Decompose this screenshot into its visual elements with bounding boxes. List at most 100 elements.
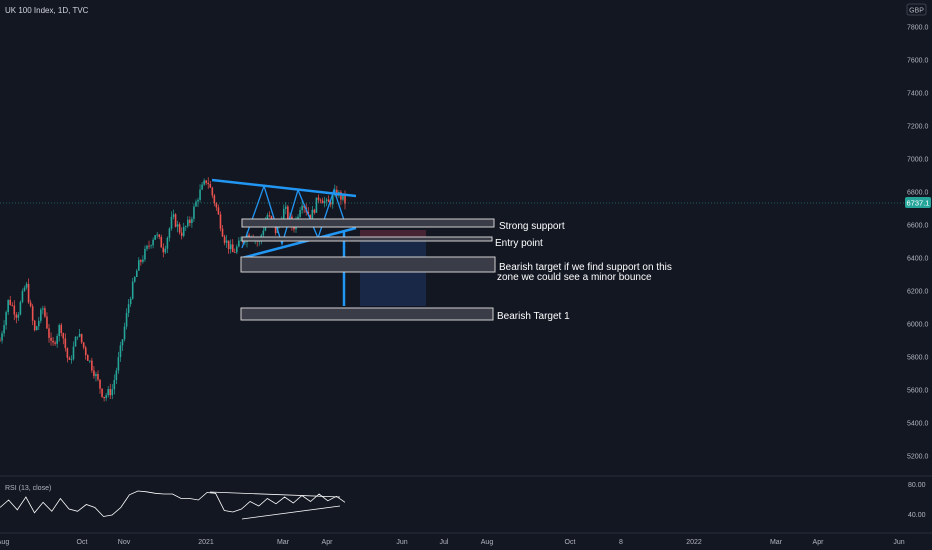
candle-body	[5, 312, 7, 326]
stop-loss-zone[interactable]	[360, 230, 426, 240]
rsi-pane[interactable]	[0, 490, 346, 517]
candle-body	[238, 240, 240, 247]
candle-body	[15, 314, 18, 318]
candle-body	[131, 281, 134, 299]
candle-body	[148, 245, 150, 247]
candle-body	[42, 308, 44, 310]
time-tick: 2021	[198, 539, 214, 546]
price-tick: 5800.0	[907, 355, 929, 362]
candle-body	[213, 195, 216, 204]
time-tick: Apr	[813, 539, 825, 546]
candle-body	[101, 388, 103, 397]
candle-body	[119, 345, 122, 358]
drawings[interactable]	[211, 178, 496, 321]
candle-body	[33, 320, 36, 331]
rsi-tick-40: 40.00	[908, 512, 926, 519]
candle-body	[205, 180, 207, 183]
rsi-label: RSI (13, close)	[5, 485, 51, 492]
candle-body	[89, 360, 91, 362]
entry-point-zone[interactable]	[241, 236, 493, 242]
candle-body	[9, 299, 12, 305]
strong-support-label: Strong support	[499, 221, 565, 232]
candle-body	[221, 228, 224, 237]
candle-body	[117, 357, 120, 371]
candle-body	[164, 248, 167, 253]
candle-body	[225, 240, 228, 243]
support-trendline[interactable]	[241, 226, 357, 260]
candle-body	[72, 346, 75, 360]
candle-body	[86, 355, 89, 361]
time-tick: Mar	[277, 539, 290, 546]
candle-body	[111, 389, 114, 396]
candle-body	[176, 224, 179, 227]
time-axis[interactable]: Aug Oct Nov 2021 Mar Apr Jun Jul Aug Oct 8 2022 Mar A…	[0, 539, 905, 546]
candle-body	[293, 226, 295, 230]
candle-body	[138, 260, 140, 271]
price-tick: 7800.0	[907, 25, 929, 32]
bearish-target-label-line1: Bearish target if we find support on thi…	[499, 262, 672, 273]
candle-body	[236, 246, 238, 253]
candle-body	[66, 348, 69, 358]
candle-body	[60, 325, 63, 334]
time-tick: Oct	[77, 539, 88, 546]
time-tick: Oct	[565, 539, 576, 546]
candle-body	[31, 306, 34, 321]
bearish-target-1-zone[interactable]	[240, 307, 494, 321]
resistance-trendline[interactable]	[211, 178, 357, 198]
candle-body	[99, 379, 101, 389]
candle-body	[140, 260, 142, 262]
candle-body	[7, 299, 9, 313]
candle-body	[0, 340, 1, 342]
candle-body	[327, 199, 330, 203]
candle-body	[115, 370, 118, 380]
time-tick: Apr	[322, 539, 334, 546]
rsi-upper-trendline[interactable]	[209, 491, 341, 498]
candle-body	[97, 374, 99, 380]
strong-support-zone[interactable]	[241, 218, 495, 228]
candle-body	[84, 347, 87, 356]
take-profit-zone[interactable]	[360, 240, 426, 306]
candle-body	[11, 304, 14, 306]
candle-body	[121, 339, 124, 346]
candle-body	[297, 216, 299, 219]
bearish-target-zone[interactable]	[240, 256, 496, 273]
candle-body	[109, 388, 112, 396]
candle-body	[344, 195, 346, 204]
price-tick: 6600.0	[907, 223, 929, 230]
candle-body	[201, 184, 203, 190]
candle-body	[35, 326, 38, 331]
candle-body	[144, 248, 146, 260]
candle-body	[248, 234, 250, 237]
candle-body	[50, 337, 52, 341]
candle-body	[182, 226, 185, 236]
candle-body	[184, 226, 187, 227]
candle-body	[142, 259, 144, 262]
candle-body	[107, 388, 109, 396]
candle-body	[321, 200, 324, 204]
candle-body	[54, 342, 56, 344]
currency-badge-box[interactable]	[906, 3, 927, 16]
candle-body	[231, 244, 234, 253]
wave-path[interactable]	[241, 183, 347, 249]
candle-body	[282, 208, 285, 222]
candle-body	[284, 206, 287, 209]
candle-body	[29, 302, 32, 307]
price-tick: 5200.0	[907, 454, 929, 461]
candle-body	[311, 209, 314, 222]
candle-body	[323, 200, 326, 204]
candle-body	[3, 325, 5, 334]
candle-body	[37, 320, 40, 327]
time-tick: Jun	[893, 539, 904, 546]
candle-body	[103, 396, 105, 399]
candle-body	[217, 207, 220, 215]
price-axis[interactable]: 5200.0 5400.0 5600.0 5800.0 6000.0 6200.0 6400…	[907, 25, 929, 461]
candle-body	[105, 395, 107, 399]
candle-body	[193, 206, 195, 219]
rsi-lower-trendline[interactable]	[241, 505, 341, 520]
candle-body	[27, 283, 30, 303]
price-tick: 7000.0	[907, 157, 929, 164]
candle-body	[46, 316, 48, 329]
candle-body	[197, 199, 199, 202]
last-price-tag-bg	[905, 197, 931, 208]
candle-body	[207, 182, 210, 185]
